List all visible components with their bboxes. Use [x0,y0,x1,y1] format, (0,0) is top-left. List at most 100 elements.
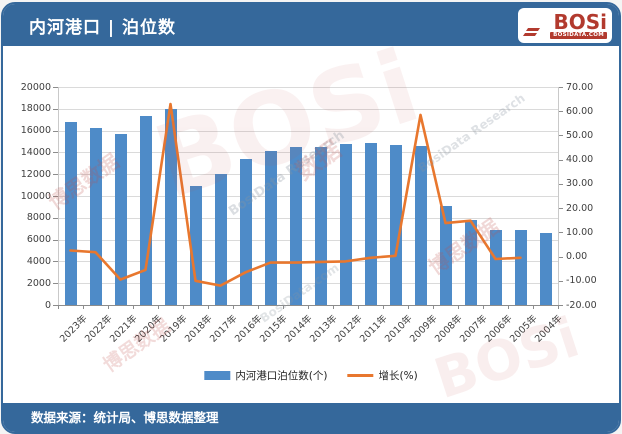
y-axis-tick [53,87,58,88]
bar [514,230,527,305]
y-axis-right-label: 60.00 [566,105,594,117]
bar [289,146,302,305]
y-axis-left-label: 8000 [26,212,51,224]
bar [89,128,102,305]
y-axis-tick [53,130,58,132]
x-axis-tick [233,305,234,309]
gridline [58,87,558,88]
bar [214,174,227,305]
x-axis-tick [483,305,484,309]
x-axis-tick [183,305,184,309]
logo-domain-text: BOSIDATA.COM [550,32,607,39]
y-axis-tick [53,305,58,306]
y-axis-right-label: 20.00 [566,202,594,214]
x-axis-tick [358,305,359,309]
bar [314,147,327,305]
growth-line [69,102,522,287]
y-axis-left-label: 4000 [26,255,51,267]
y-axis-line-right [558,87,559,305]
x-axis-tick [458,305,459,309]
bar [64,121,77,305]
bar [114,133,127,305]
x-axis-tick [533,305,534,309]
gridline [58,217,558,219]
gridline [58,283,558,285]
x-axis-tick [133,305,134,309]
x-axis-tick [258,305,259,309]
bar [439,205,452,305]
y-axis-left-label: 14000 [20,146,51,158]
bar [189,186,202,305]
y-axis-left-label: 6000 [26,234,51,246]
y-axis-tick [558,135,563,137]
bar [414,145,427,305]
y-axis-left-label: 18000 [20,103,51,115]
bosi-logo: BOSi BOSIDATA.COM [518,8,612,43]
bars-layer [3,46,619,404]
legend-bar-swatch [204,371,231,380]
footer-bar: 数据来源：统计局、博思数据整理 [3,403,619,432]
x-axis-tick [83,305,84,309]
legend-bar-label: 内河港口泊位数(个) [235,370,328,382]
bar [164,108,177,305]
y-axis-tick [558,232,563,234]
legend-item-berths: 内河港口泊位数(个) [204,368,328,383]
x-axis-tick [333,305,334,309]
y-axis-tick [53,152,58,154]
bar [339,144,352,305]
y-axis-tick [53,174,58,176]
y-axis-left-label: 0 [44,299,51,311]
y-axis-right-label: 40.00 [566,154,594,166]
y-axis-right-label: -20.00 [566,299,597,311]
gridline [58,152,558,154]
x-axis-tick [58,305,59,309]
gridline [58,196,558,197]
legend-item-growth: 增长(%) [347,368,418,383]
y-axis-right-label: 0.00 [566,251,588,263]
y-axis-tick [558,159,563,161]
y-axis-tick [53,261,58,263]
bar [389,144,402,305]
legend-line-label: 增长(%) [378,370,418,382]
y-axis-right-label: -10.00 [566,275,597,287]
y-axis-right-label: 30.00 [566,178,594,190]
y-axis-tick [558,208,563,210]
y-axis-right-label: 70.00 [566,81,594,93]
legend-line-swatch [347,374,374,377]
y-axis-line-left [58,87,59,305]
bar [364,142,377,305]
legend: 内河港口泊位数(个) 增长(%) [204,368,418,383]
y-axis-tick [558,256,563,258]
y-axis-left-label: 12000 [20,168,51,180]
y-axis-tick [53,239,58,241]
y-axis-tick [558,111,563,113]
bar [464,219,477,305]
x-axis-tick [408,305,409,309]
growth-line-path [69,102,522,287]
axes-layer: 20000 18000 16000 14000 12000 10000 8000 6000 40… [3,46,619,404]
gridlines-layer [3,46,619,404]
bar [239,158,252,305]
x-axis-label: 2023年 [57,313,90,345]
y-axis-tick [53,196,58,197]
y-axis-left-label: 2000 [26,277,51,289]
y-axis-left-label: 10000 [20,190,51,202]
bar [539,232,552,305]
logo-brand-text: BOSi [553,10,607,34]
y-axis-tick [558,183,563,185]
y-axis-right-label: 50.00 [566,129,594,141]
x-axis-tick [558,305,559,309]
x-axis-tick [308,305,309,309]
y-axis-tick [53,217,58,219]
chart-area: 20000 18000 16000 14000 12000 10000 8000 6000 40… [3,28,619,412]
x-axis-tick [108,305,109,309]
header-bar: 内河港口 | 泊位数 BOSi BOSIDATA.COM [3,4,619,46]
x-axis-tick [208,305,209,309]
x-axis-tick [158,305,159,309]
data-source-text: 数据来源：统计局、博思数据整理 [31,410,219,425]
bar [489,229,502,305]
gridline [58,108,558,110]
logo-stripes-icon [522,28,542,38]
gridline [58,174,558,176]
